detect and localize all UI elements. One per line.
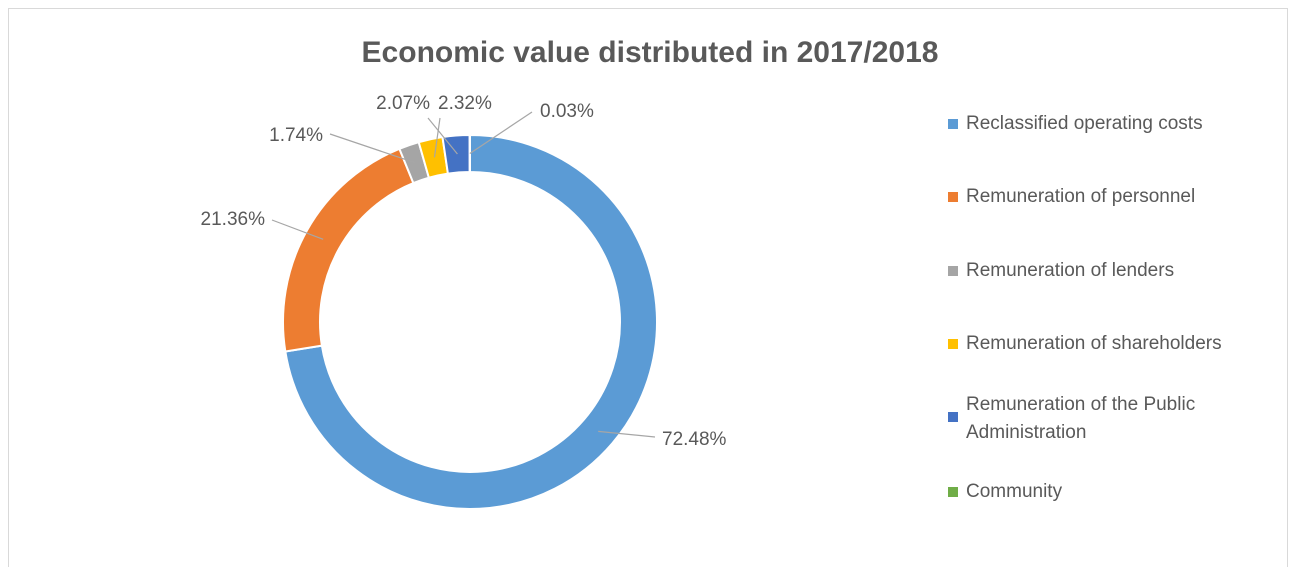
legend-label: Reclassified operating costs [966,113,1203,134]
legend-swatch [948,119,958,129]
legend-label: Remuneration of shareholders [966,333,1222,354]
leader-line [469,111,533,154]
legend-swatch [948,487,958,497]
leader-line [427,117,458,155]
legend-swatch [948,192,958,202]
data-label: 2.07% [376,93,430,114]
chart-title: Economic value distributed in 2017/2018 [362,36,939,69]
leader-line [329,133,416,164]
legend-label: Community [966,481,1063,502]
data-label: 2.32% [438,93,492,114]
legend-swatch [948,412,958,422]
legend-label: Remuneration of personnel [966,186,1196,207]
donut-slice [282,147,415,353]
data-label: 1.74% [269,125,323,146]
leader-line [271,219,324,240]
data-label: 72.48% [662,429,727,450]
leader-line [598,430,656,438]
data-label: 21.36% [201,209,266,230]
legend-label: Remuneration of the Public Administratio… [966,394,1196,443]
donut-slice [284,133,658,510]
legend-swatch [948,339,958,349]
data-label: 0.03% [540,101,594,122]
legend-label: Remuneration of lenders [966,260,1175,281]
leader-line [433,117,441,158]
legend-swatch [948,266,958,276]
chart-border [8,8,1288,567]
